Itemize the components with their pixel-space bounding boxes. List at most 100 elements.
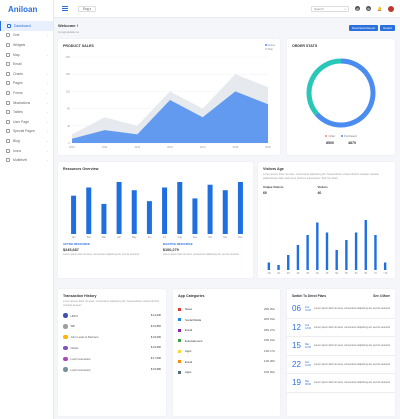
- search-input[interactable]: Search ⌕: [311, 5, 349, 12]
- category-color-swatch: [178, 370, 181, 374]
- x-tick-label: 40: [316, 272, 319, 275]
- transaction-row[interactable]: SBI $ 15,860: [63, 321, 161, 332]
- sidebar-item[interactable]: Blog ›: [0, 136, 53, 146]
- bar: [177, 182, 183, 234]
- category-row[interactable]: Email 12% 28m: [178, 357, 275, 368]
- transaction-row[interactable]: Lush Cosmetics $ 15,980: [63, 364, 161, 375]
- bell-icon[interactable]: 🔔: [377, 6, 382, 11]
- order-stats-legend: Order Purchased: [287, 135, 395, 138]
- transaction-name: HDFC: [70, 313, 79, 318]
- sidebar-item[interactable]: Email: [0, 59, 53, 69]
- category-color-swatch: [178, 349, 181, 353]
- sidebar-item[interactable]: Icons ›: [0, 146, 53, 156]
- export-button[interactable]: Export: [380, 25, 395, 31]
- sidebar-item-icon: [6, 158, 10, 163]
- x-tick-label: Jan: [72, 236, 77, 239]
- category-row[interactable]: Apps 10% 26m: [178, 367, 275, 378]
- inactive-resource-value: $100,279: [162, 247, 179, 252]
- category-color-swatch: [178, 339, 181, 343]
- y-tick-label: 160: [66, 72, 71, 76]
- order-stats-chart: [306, 58, 376, 128]
- x-tick-label: 65: [364, 272, 367, 275]
- sidebar-item[interactable]: Charts ›: [0, 69, 53, 79]
- chevron-right-icon: ›: [47, 129, 48, 134]
- bar: [316, 222, 319, 270]
- app-categories-card: App Categories News 25% 20m Social Media 20…: [173, 289, 280, 416]
- category-percent: 25% 20m: [264, 307, 275, 311]
- bar: [354, 232, 358, 270]
- sidebar-item[interactable]: Widgets: [0, 40, 53, 50]
- avatar[interactable]: [388, 5, 394, 12]
- bank-icon: [63, 334, 68, 340]
- category-color-swatch: [178, 328, 181, 332]
- bar: [237, 182, 243, 234]
- x-tick-label: Jul: [163, 236, 167, 239]
- sidebar-item[interactable]: User Page ›: [0, 117, 53, 127]
- schedule-date: Feb 10:00: [305, 306, 314, 312]
- schedule-list: 06 Feb 10:00 Lorem ipsum dolor sit amet, co…: [287, 298, 395, 393]
- sidebar-item-label: Icons: [13, 148, 22, 153]
- bar: [207, 184, 213, 234]
- sidebar-item-label: Blog: [13, 138, 20, 143]
- bar: [192, 198, 198, 234]
- sidebar-item-icon: [6, 33, 10, 38]
- bar: [364, 220, 367, 270]
- sidebar-item-label: Multilevel: [13, 158, 28, 163]
- sidebar-item-icon: [6, 90, 10, 95]
- visitors-age-chart: <20 20 25 30 35 40 45 50 55 60 65 70 >70: [267, 220, 388, 275]
- bar: [287, 255, 290, 270]
- sidebar-item-label: Email: [13, 62, 22, 67]
- transaction-name: Lush Cosmetics: [70, 367, 91, 372]
- sidebar-item[interactable]: Map ›: [0, 50, 53, 60]
- sidebar-item[interactable]: Forms ›: [0, 88, 53, 98]
- category-row[interactable]: Entertainment 15% 24m: [178, 336, 275, 347]
- sidebar-item[interactable]: Multilevel ›: [0, 155, 53, 165]
- sidebar-item-icon: [6, 110, 10, 115]
- language-select[interactable]: Eng ▾: [78, 5, 97, 12]
- schedule-row[interactable]: 06 Feb 10:00 Lorem ipsum dolor sit amet, co…: [287, 300, 395, 319]
- transaction-row[interactable]: HDFC $ 14,690: [63, 310, 161, 321]
- sidebar-item[interactable]: Grid ›: [0, 31, 53, 41]
- transaction-name: Clarks: [70, 345, 79, 350]
- settings-icon[interactable]: ⚙: [366, 6, 371, 11]
- category-row[interactable]: Apps 14% 17m: [178, 346, 275, 357]
- transaction-amount: $ 14,690: [150, 314, 161, 318]
- category-name: Apps: [185, 349, 192, 354]
- active-resource-label: ACTIVE RESOURCE: [63, 242, 90, 246]
- x-tick-label: Feb: [87, 236, 92, 239]
- schedule-row[interactable]: 12 Feb 13:00 Lorem ipsum dolor sit amet, co…: [287, 319, 395, 337]
- app-logo[interactable]: Aniloan: [8, 4, 38, 14]
- bar: [86, 187, 92, 234]
- transactions-title: Transaction History: [63, 294, 97, 298]
- see-more-link[interactable]: See 4 More: [373, 294, 390, 298]
- schedule-row[interactable]: 19 Mar 08:00 Lorem ipsum dolor sit amet, co…: [287, 374, 395, 393]
- topbar: Eng ▾ Search ⌕ ◍ ⚙ 🔔: [54, 0, 400, 18]
- sidebar-item[interactable]: Special Pages ›: [0, 127, 53, 137]
- globe-icon[interactable]: ◍: [355, 6, 360, 11]
- category-row[interactable]: Social Media 20% 15m: [178, 315, 275, 326]
- product-sales-legend: Series Plan: [264, 44, 275, 51]
- chevron-right-icon: ›: [47, 119, 48, 124]
- sidebar-item[interactable]: Pages ›: [0, 79, 53, 89]
- category-row[interactable]: News 25% 20m: [178, 304, 275, 315]
- bank-icon: [63, 324, 68, 329]
- transaction-row[interactable]: Clarks $ 24,690: [63, 343, 161, 354]
- x-tick-label: 2015: [232, 145, 238, 149]
- schedule-row[interactable]: 15 Mar 10:00 Lorem ipsum dolor sit amet, co…: [287, 337, 395, 356]
- sidebar-item-icon: [6, 148, 10, 153]
- category-row[interactable]: Email 18% 27m: [178, 325, 275, 336]
- sidebar-item-label: Dashboard: [14, 23, 31, 28]
- x-tick-label: 2012: [134, 145, 140, 149]
- sidebar-menu: Dashboard Grid › Widgets Map › Email Charts › Pag…: [0, 18, 53, 165]
- transaction-amount: $ 23,690: [150, 335, 161, 339]
- sidebar-item[interactable]: Illustrations ›: [0, 98, 53, 108]
- category-percent: 18% 27m: [264, 328, 275, 332]
- menu-toggle-icon[interactable]: [62, 6, 68, 11]
- transaction-row[interactable]: Lush Cosmetics $ 17,690: [63, 353, 161, 364]
- schedule-row[interactable]: 22 Feb 12:00 Lorem ipsum dolor sit amet, co…: [287, 356, 395, 374]
- transaction-row[interactable]: John Lewis & Partners $ 23,690: [63, 332, 161, 343]
- sidebar-item[interactable]: Tables ›: [0, 107, 53, 117]
- bar: [296, 245, 300, 270]
- sidebar-item[interactable]: Dashboard: [0, 21, 53, 31]
- download-report-button[interactable]: Download Report: [349, 25, 379, 31]
